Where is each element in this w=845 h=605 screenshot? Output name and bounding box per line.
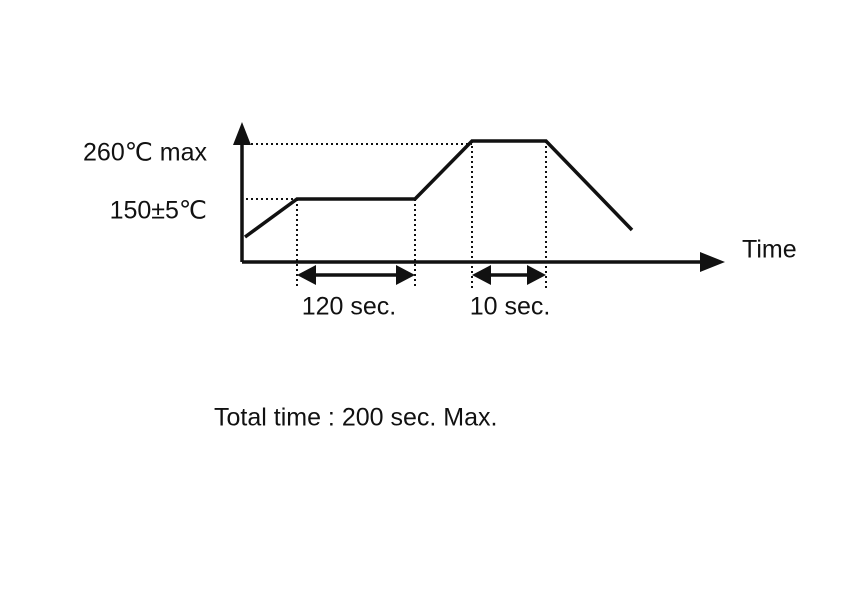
axes (233, 122, 725, 272)
note: Total time : 200 sec. Max. (214, 404, 497, 432)
interval-arrows (297, 265, 546, 285)
x-axis-label: Time (742, 236, 797, 264)
interval-label: 10 sec. (470, 293, 551, 321)
guides (246, 141, 547, 288)
arrowhead (527, 265, 546, 285)
arrowhead (297, 265, 316, 285)
arrowhead (396, 265, 415, 285)
temperature-profile (243, 139, 634, 239)
arrowhead (472, 265, 491, 285)
soak-label: 150±5℃ (110, 197, 207, 225)
y-arrowhead (233, 122, 251, 145)
interval-label: 120 sec. (302, 293, 397, 321)
x-arrowhead (700, 252, 725, 272)
peak-label: 260℃ max (83, 139, 207, 167)
